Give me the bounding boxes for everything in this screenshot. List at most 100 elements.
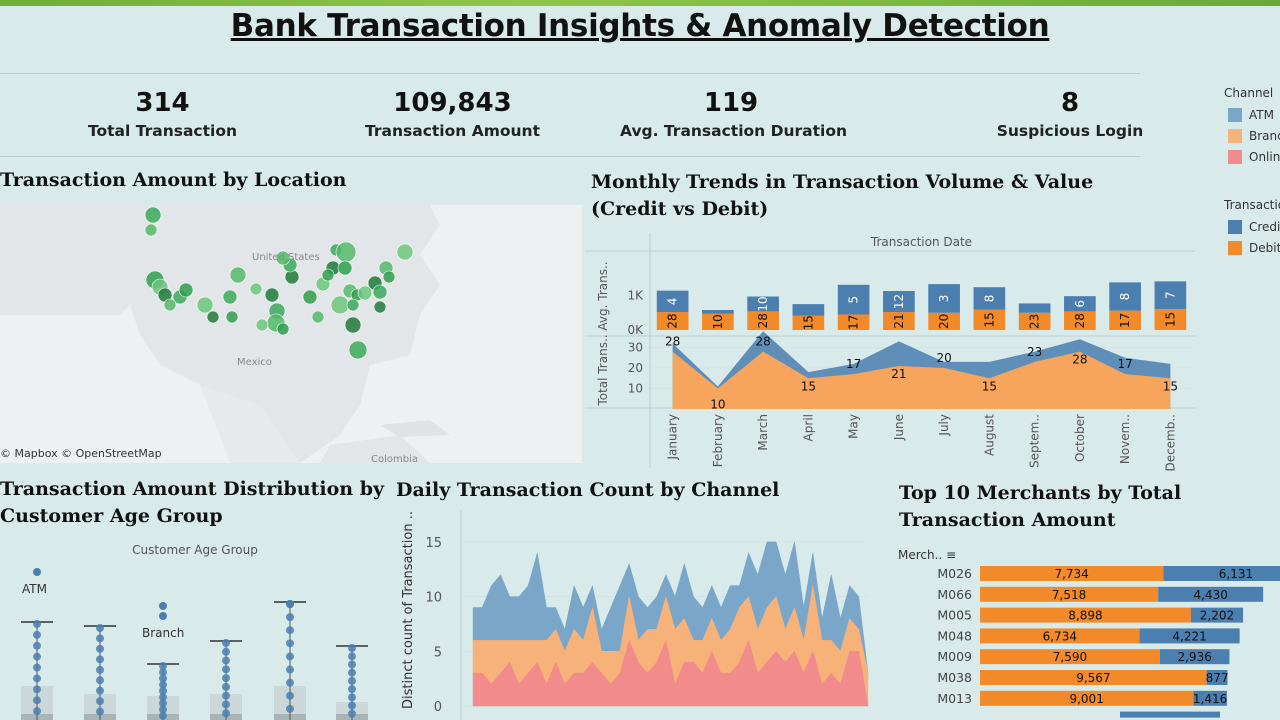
merchant-label: M066 xyxy=(937,587,972,602)
monthly-trends-chart[interactable]: Transaction Date Avg. Trans.. 1K 0K Total Tr… xyxy=(585,228,1195,472)
box-point xyxy=(33,674,41,683)
legend-label: Online xyxy=(1249,149,1280,164)
map-marker xyxy=(144,206,162,224)
monthly-debit-area xyxy=(672,351,1171,409)
monthly-debit-bar xyxy=(747,311,779,330)
monthly-credit-label: 10 xyxy=(756,296,770,311)
legend-channel: Channel ATM Branch Online xyxy=(1224,86,1280,167)
monthly-area-label: 15 xyxy=(801,379,816,393)
legend-item-atm[interactable]: ATM xyxy=(1224,104,1280,125)
monthly-bottom-tick: 20 xyxy=(628,361,643,375)
box-point xyxy=(348,676,356,685)
box-point xyxy=(286,639,294,648)
monthly-debit-label: 10 xyxy=(711,314,725,329)
monthly-area-label: 17 xyxy=(1117,357,1132,371)
box-point xyxy=(96,686,104,695)
box-point xyxy=(96,707,104,716)
monthly-debit-label: 15 xyxy=(1163,312,1177,327)
monthly-x-tick: March xyxy=(756,414,770,451)
box-point xyxy=(286,704,294,713)
top-merchants-chart[interactable]: M026 7,734 6,131 M066 7,518 4,430 M005 8,898 2,2… xyxy=(900,560,1280,720)
box-point xyxy=(33,707,41,716)
age-group-box-chart[interactable]: Customer Age Group ATM Branch xyxy=(0,536,390,720)
kpi-value: 8 xyxy=(1060,88,1080,118)
box-point xyxy=(96,697,104,706)
monthly-debit-bar xyxy=(1154,308,1187,330)
merchant-label: M009 xyxy=(937,649,972,664)
box-point xyxy=(348,660,356,669)
monthly-bottom-ylabel: Total Trans.. xyxy=(596,334,610,406)
box-point xyxy=(348,709,356,718)
monthly-x-tick: June xyxy=(892,414,906,441)
box-point xyxy=(348,644,356,652)
map-marker xyxy=(348,340,368,360)
monthly-debit-bar xyxy=(928,312,960,330)
merchant-debit-bar xyxy=(980,607,1191,623)
monthly-debit-label: 17 xyxy=(1118,313,1132,328)
monthly-debit-label: 23 xyxy=(1028,314,1042,329)
monthly-x-tick: February xyxy=(711,414,725,467)
map-marker xyxy=(222,289,238,305)
daily-channel-chart[interactable]: Distinct count of Transaction .. 0 5 10 15 xyxy=(398,510,883,720)
kpi-label: Transaction Amount xyxy=(365,122,540,140)
legend-swatch xyxy=(1228,219,1242,234)
merchant-credit-value: 2,202 xyxy=(1200,609,1234,623)
monthly-credit-bar xyxy=(1109,282,1141,311)
merchant-credit-value: 2,936 xyxy=(1177,650,1211,664)
box-point xyxy=(159,693,167,702)
map-marker xyxy=(196,296,214,314)
box-point xyxy=(286,613,294,622)
box-point xyxy=(222,691,230,700)
monthly-top-ylabel: Avg. Trans.. xyxy=(596,261,610,330)
legend-item-branch[interactable]: Branch xyxy=(1224,125,1280,146)
monthly-area-label: 15 xyxy=(982,379,997,393)
merchant-credit-bar xyxy=(1193,690,1227,706)
monthly-header: Transaction Date xyxy=(870,235,972,249)
monthly-credit-bar xyxy=(702,309,734,314)
box-outlier xyxy=(286,600,294,608)
kpi-label: Suspicious Login xyxy=(996,122,1144,140)
monthly-debit-bar xyxy=(1064,311,1096,330)
merchants-section-title: Top 10 Merchants by Total Transaction Am… xyxy=(899,482,1182,531)
monthly-x-tick: May xyxy=(847,414,861,439)
box-point xyxy=(222,665,230,674)
kpi-value: 119 xyxy=(703,88,759,118)
box-point xyxy=(159,662,167,670)
monthly-credit-bar xyxy=(792,304,825,316)
merchant-credit-value: 4,221 xyxy=(1172,629,1206,643)
box-point xyxy=(33,630,41,639)
merchant-debit-bar xyxy=(980,586,1159,602)
monthly-credit-label: 8 xyxy=(982,295,996,303)
monthly-debit-bar xyxy=(883,312,915,330)
monthly-debit-label: 15 xyxy=(801,315,815,330)
map-dots xyxy=(144,206,414,360)
location-map[interactable]: United States Mexico Colombia xyxy=(0,205,582,463)
merchant-debit-bar xyxy=(980,690,1194,706)
kpi-value: 314 xyxy=(135,88,190,118)
sort-icon[interactable]: ≡ xyxy=(946,548,957,562)
map-label-colombia: Colombia xyxy=(371,454,418,463)
box-point xyxy=(96,665,104,674)
monthly-debit-bar xyxy=(973,309,1006,330)
daily-y-tick: 15 xyxy=(425,536,442,551)
kpi-label: Total Transaction xyxy=(87,122,238,140)
monthly-bottom-tick: 30 xyxy=(628,341,643,355)
box-point xyxy=(348,652,356,661)
monthly-x-tick: Novem.. xyxy=(1118,414,1132,464)
merchant-label: M048 xyxy=(937,628,972,643)
legend-item-credit[interactable]: Credit xyxy=(1224,216,1280,237)
map-marker xyxy=(321,268,335,282)
daily-y-tick: 10 xyxy=(425,591,442,606)
legend-item-online[interactable]: Online xyxy=(1224,146,1280,167)
map-label-mexico: Mexico xyxy=(237,357,272,368)
map-attribution: © Mapbox © OpenStreetMap xyxy=(0,447,162,460)
box-point xyxy=(96,634,104,643)
daily-y-tick: 0 xyxy=(434,700,442,715)
merchant-debit-value: 7,734 xyxy=(1054,567,1088,581)
daily-section-title: Daily Transaction Count by Channel xyxy=(396,479,780,501)
merchant-header: Merch.. ≡ xyxy=(898,548,957,562)
monthly-debit-bar xyxy=(792,315,825,330)
legend-transaction-type: TransactionType Credit Debit xyxy=(1224,198,1280,258)
merchant-credit-bar xyxy=(1159,649,1230,665)
legend-item-debit[interactable]: Debit xyxy=(1224,237,1280,258)
